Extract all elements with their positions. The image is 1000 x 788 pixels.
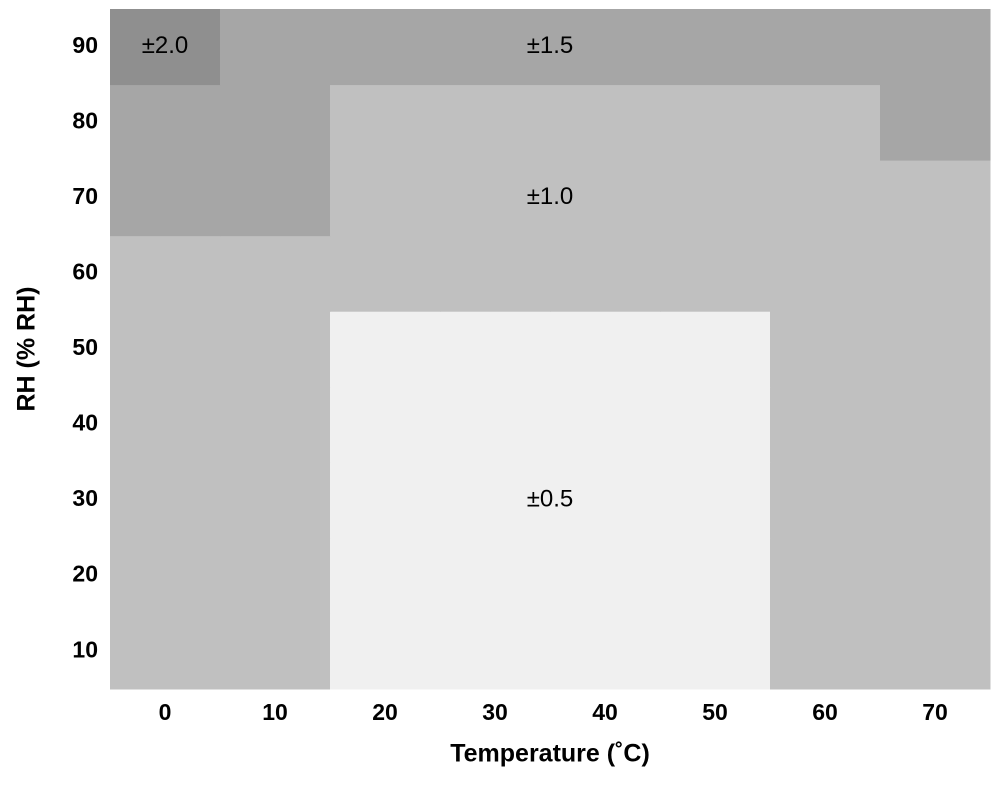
cell bbox=[330, 160, 441, 237]
region-label: ±1.5 bbox=[527, 32, 574, 59]
cell bbox=[550, 462, 661, 539]
cell bbox=[880, 84, 991, 161]
cell bbox=[440, 84, 551, 161]
y-tick-label: 60 bbox=[72, 259, 98, 285]
cell bbox=[550, 9, 661, 86]
x-tick-label: 50 bbox=[702, 699, 728, 725]
region-label: ±0.5 bbox=[527, 485, 574, 512]
y-tick-label: 20 bbox=[72, 561, 98, 587]
cell bbox=[220, 84, 331, 161]
region-label: ±1.0 bbox=[527, 183, 574, 210]
y-tick-label: 80 bbox=[72, 107, 98, 133]
cell bbox=[770, 613, 881, 690]
cell bbox=[220, 462, 331, 539]
cell bbox=[770, 537, 881, 614]
cell bbox=[330, 386, 441, 463]
cell bbox=[770, 9, 881, 86]
cell bbox=[220, 537, 331, 614]
cell bbox=[110, 84, 221, 161]
x-tick-label: 10 bbox=[262, 699, 288, 725]
cell bbox=[440, 613, 551, 690]
cell bbox=[880, 160, 991, 237]
cell bbox=[110, 537, 221, 614]
cell bbox=[660, 235, 771, 312]
cell bbox=[330, 84, 441, 161]
cell bbox=[550, 311, 661, 388]
cell bbox=[330, 613, 441, 690]
cell bbox=[220, 613, 331, 690]
cell bbox=[880, 9, 991, 86]
cell bbox=[220, 311, 331, 388]
cell bbox=[660, 537, 771, 614]
y-axis-label: RH (% RH) bbox=[13, 287, 41, 412]
cell bbox=[330, 9, 441, 86]
cell bbox=[660, 9, 771, 86]
cell bbox=[110, 613, 221, 690]
cell bbox=[440, 311, 551, 388]
cell bbox=[440, 462, 551, 539]
y-tick-label: 10 bbox=[72, 636, 98, 662]
y-tick-label: 50 bbox=[72, 334, 98, 360]
y-tick-label: 90 bbox=[72, 32, 98, 58]
cell bbox=[110, 160, 221, 237]
cell bbox=[110, 311, 221, 388]
cell bbox=[110, 9, 221, 86]
cell bbox=[770, 235, 881, 312]
cell bbox=[660, 386, 771, 463]
cell bbox=[550, 84, 661, 161]
cell bbox=[660, 462, 771, 539]
cell bbox=[770, 462, 881, 539]
cell bbox=[440, 386, 551, 463]
cell bbox=[220, 9, 331, 86]
cell bbox=[440, 235, 551, 312]
cell bbox=[330, 235, 441, 312]
cell bbox=[660, 84, 771, 161]
cell bbox=[550, 537, 661, 614]
cell bbox=[440, 9, 551, 86]
x-tick-label: 0 bbox=[159, 699, 172, 725]
cell bbox=[770, 386, 881, 463]
y-tick-label: 30 bbox=[72, 485, 98, 511]
cell bbox=[770, 160, 881, 237]
cell bbox=[660, 311, 771, 388]
cell bbox=[880, 613, 991, 690]
cell bbox=[880, 311, 991, 388]
cell bbox=[880, 235, 991, 312]
cell bbox=[330, 311, 441, 388]
cell bbox=[880, 386, 991, 463]
cell bbox=[330, 462, 441, 539]
cell bbox=[550, 160, 661, 237]
cell bbox=[440, 537, 551, 614]
cell bbox=[110, 386, 221, 463]
cell bbox=[770, 84, 881, 161]
cell bbox=[220, 235, 331, 312]
x-tick-label: 40 bbox=[592, 699, 618, 725]
cell bbox=[660, 613, 771, 690]
cell bbox=[110, 235, 221, 312]
x-tick-label: 20 bbox=[372, 699, 398, 725]
x-tick-label: 60 bbox=[812, 699, 838, 725]
cell bbox=[770, 311, 881, 388]
cell bbox=[220, 386, 331, 463]
cell bbox=[550, 235, 661, 312]
y-tick-label: 40 bbox=[72, 410, 98, 436]
cell bbox=[330, 537, 441, 614]
cell bbox=[660, 160, 771, 237]
cell bbox=[550, 386, 661, 463]
x-tick-label: 70 bbox=[922, 699, 948, 725]
x-tick-label: 30 bbox=[482, 699, 508, 725]
cell bbox=[880, 462, 991, 539]
region-label: ±2.0 bbox=[142, 32, 189, 59]
cell bbox=[550, 613, 661, 690]
y-tick-label: 70 bbox=[72, 183, 98, 209]
cell bbox=[440, 160, 551, 237]
x-axis-label: Temperature (˚C) bbox=[450, 740, 650, 768]
cell bbox=[880, 537, 991, 614]
cell bbox=[220, 160, 331, 237]
cell bbox=[110, 462, 221, 539]
